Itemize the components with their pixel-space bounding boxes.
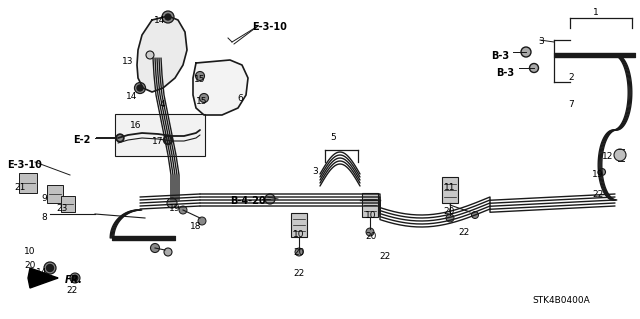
Polygon shape <box>28 268 58 288</box>
Text: 5: 5 <box>330 133 336 142</box>
Text: 15: 15 <box>195 75 205 84</box>
Text: 2: 2 <box>568 73 574 82</box>
Text: 22: 22 <box>293 269 305 278</box>
Text: 20: 20 <box>365 232 377 241</box>
Circle shape <box>70 273 80 283</box>
Circle shape <box>146 51 154 59</box>
Text: 20: 20 <box>24 261 36 270</box>
Text: 23: 23 <box>56 204 68 213</box>
Circle shape <box>150 243 159 253</box>
Circle shape <box>118 136 122 140</box>
Polygon shape <box>137 16 187 92</box>
Circle shape <box>164 248 172 256</box>
Circle shape <box>529 63 538 72</box>
Text: 8: 8 <box>41 213 47 222</box>
Circle shape <box>198 217 206 225</box>
Circle shape <box>265 194 275 204</box>
Bar <box>19 173 37 193</box>
Polygon shape <box>193 60 248 115</box>
Text: 9: 9 <box>41 194 47 203</box>
Text: 14: 14 <box>126 92 138 101</box>
Text: B-3: B-3 <box>491 51 509 61</box>
Circle shape <box>472 211 479 219</box>
Circle shape <box>72 275 78 281</box>
Bar <box>61 196 75 212</box>
Circle shape <box>446 214 454 222</box>
Text: 20: 20 <box>444 207 454 216</box>
Text: 17: 17 <box>152 137 164 146</box>
Text: 19: 19 <box>592 170 604 179</box>
Circle shape <box>47 264 54 271</box>
Text: FR.: FR. <box>65 275 83 285</box>
Circle shape <box>598 168 605 175</box>
Text: 21: 21 <box>14 183 26 192</box>
Circle shape <box>134 83 145 93</box>
Text: 10: 10 <box>24 247 36 256</box>
Text: 22: 22 <box>380 252 390 261</box>
Circle shape <box>200 93 209 102</box>
Circle shape <box>137 85 143 91</box>
Text: 14: 14 <box>36 268 48 277</box>
Text: 13: 13 <box>122 57 134 66</box>
Circle shape <box>179 206 187 214</box>
Circle shape <box>614 149 626 161</box>
Text: 7: 7 <box>568 100 574 109</box>
Circle shape <box>165 14 171 20</box>
Text: 18: 18 <box>190 222 202 231</box>
Circle shape <box>166 137 170 143</box>
Text: 22: 22 <box>593 190 604 199</box>
Circle shape <box>167 198 177 208</box>
Text: 14: 14 <box>154 16 166 25</box>
Text: 6: 6 <box>237 94 243 103</box>
Text: 10: 10 <box>365 211 377 220</box>
Circle shape <box>44 262 56 274</box>
Bar <box>291 213 307 237</box>
Text: B-3: B-3 <box>496 68 514 78</box>
Text: 12: 12 <box>602 152 614 161</box>
Circle shape <box>116 134 124 142</box>
Text: 3: 3 <box>312 167 318 176</box>
Circle shape <box>366 228 374 236</box>
Text: 22: 22 <box>67 286 77 295</box>
Bar <box>47 185 63 203</box>
Text: E-3-10: E-3-10 <box>253 22 287 32</box>
Text: 16: 16 <box>131 121 141 130</box>
Text: 1: 1 <box>593 8 599 17</box>
Circle shape <box>163 136 173 145</box>
Text: E-3-10: E-3-10 <box>8 160 42 170</box>
Text: 4: 4 <box>159 100 165 109</box>
Text: E-2: E-2 <box>74 135 91 145</box>
Text: 10: 10 <box>293 230 305 239</box>
Circle shape <box>295 248 303 256</box>
Text: STK4B0400A: STK4B0400A <box>532 296 590 305</box>
Bar <box>115 114 205 156</box>
Bar <box>442 177 458 203</box>
Circle shape <box>195 71 205 80</box>
Bar <box>362 193 378 217</box>
Text: B-4-20: B-4-20 <box>230 196 266 206</box>
Text: 19: 19 <box>169 204 180 213</box>
Text: 11: 11 <box>444 183 456 192</box>
Text: 3: 3 <box>538 37 544 46</box>
Circle shape <box>521 47 531 57</box>
Text: 22: 22 <box>458 228 470 237</box>
Circle shape <box>162 11 174 23</box>
Text: 20: 20 <box>293 248 305 257</box>
Text: 15: 15 <box>196 97 208 106</box>
